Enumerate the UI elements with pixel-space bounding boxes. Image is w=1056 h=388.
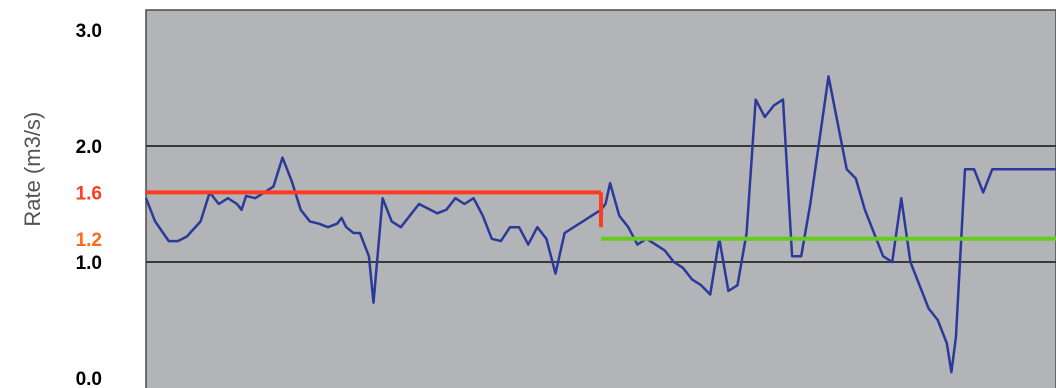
y-axis-label: Rate (m3/s) <box>20 112 45 227</box>
y-tick-label: 1.6 <box>76 183 102 204</box>
y-tick-labels: 3.0 2.0 1.6 1.21.0 0.0 <box>76 21 102 388</box>
series-layer <box>144 75 1056 374</box>
series-line-measured-rate <box>144 75 1056 374</box>
y-tick-label: 1.2 <box>76 230 102 251</box>
y-tick-label: 3.0 <box>76 21 102 42</box>
y-tick-label: 2.0 <box>76 137 102 158</box>
y-tick-label: 1.0 <box>76 253 102 274</box>
y-tick-label: 0.0 <box>76 369 102 388</box>
gridlines <box>146 145 1056 263</box>
